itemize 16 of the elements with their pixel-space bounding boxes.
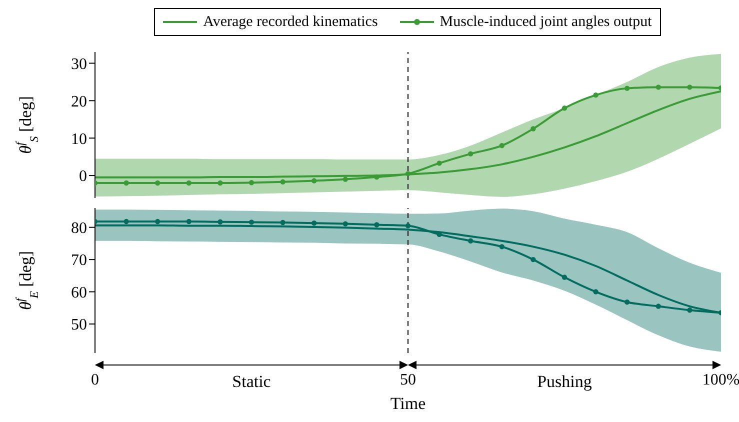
x-axis-title: Time	[390, 394, 426, 413]
y-tick-label: 60	[71, 284, 87, 302]
y-tick-label: 80	[71, 220, 87, 238]
legend-label: Muscle-induced joint angles output	[440, 14, 652, 30]
y-tick-label: 20	[71, 93, 87, 110]
y-tick-label: 70	[71, 252, 87, 270]
text: Static	[232, 372, 272, 391]
y-tick-label: 50	[71, 316, 87, 334]
y-tick-label: 0	[79, 168, 87, 186]
x-tick-label: 100%	[702, 371, 739, 388]
legend-label: Average recorded kinematics	[203, 14, 378, 30]
y-tick-label: 10	[71, 130, 87, 148]
y-tick-label: 30	[71, 56, 87, 73]
x-tick-label: 50	[400, 371, 416, 388]
text: Pushing	[537, 372, 592, 391]
x-tick-label: 0	[91, 371, 99, 388]
